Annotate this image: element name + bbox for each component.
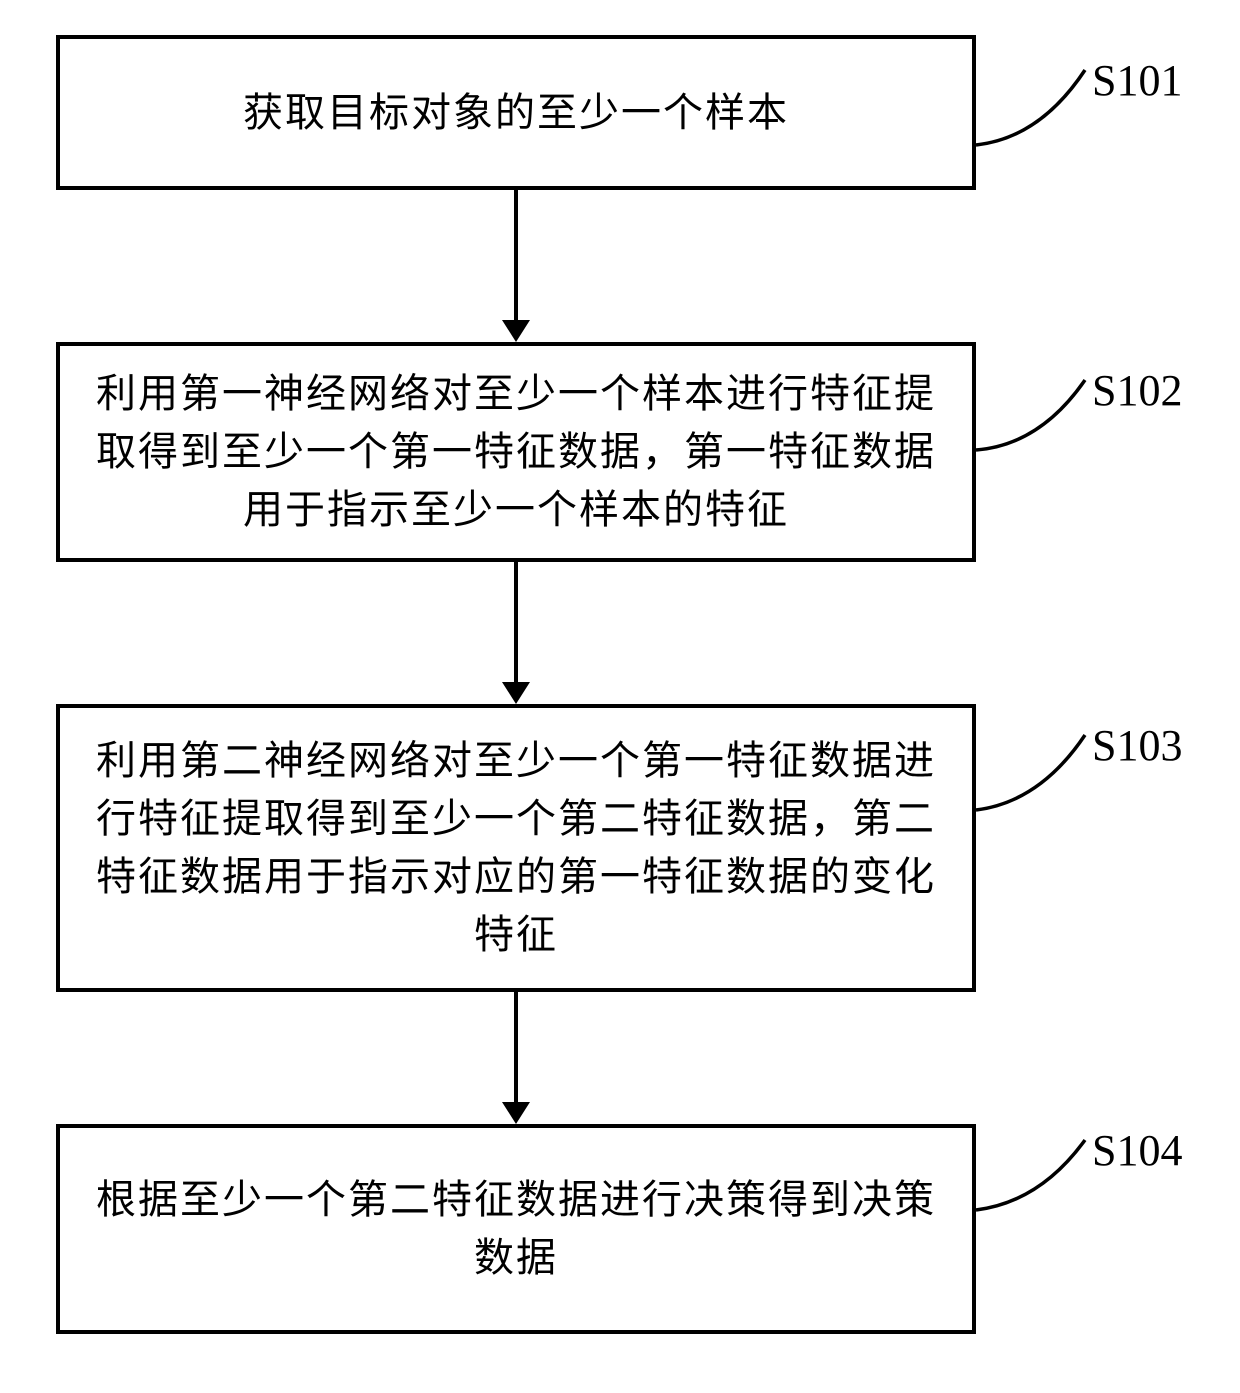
step-text: 利用第一神经网络对至少一个样本进行特征提取得到至少一个第一特征数据，第一特征数据… <box>90 365 942 539</box>
flowchart: 获取目标对象的至少一个样本利用第一神经网络对至少一个样本进行特征提取得到至少一个… <box>56 35 976 1334</box>
step-box-s103: 利用第二神经网络对至少一个第一特征数据进行特征提取得到至少一个第二特征数据，第二… <box>56 704 976 992</box>
step-box-s101: 获取目标对象的至少一个样本 <box>56 35 976 190</box>
step-label-s102: S102 <box>1092 365 1182 416</box>
step-label-s104: S104 <box>1092 1125 1182 1176</box>
step-text: 利用第二神经网络对至少一个第一特征数据进行特征提取得到至少一个第二特征数据，第二… <box>90 732 942 964</box>
arrow-down-icon <box>502 562 530 704</box>
step-text: 根据至少一个第二特征数据进行决策得到决策数据 <box>90 1171 942 1287</box>
step-box-s104: 根据至少一个第二特征数据进行决策得到决策数据 <box>56 1124 976 1334</box>
arrow-down-icon <box>502 992 530 1124</box>
step-text: 获取目标对象的至少一个样本 <box>243 84 789 142</box>
step-label-s101: S101 <box>1092 55 1182 106</box>
step-box-s102: 利用第一神经网络对至少一个样本进行特征提取得到至少一个第一特征数据，第一特征数据… <box>56 342 976 562</box>
arrow-down-icon <box>502 190 530 342</box>
step-label-s103: S103 <box>1092 720 1182 771</box>
